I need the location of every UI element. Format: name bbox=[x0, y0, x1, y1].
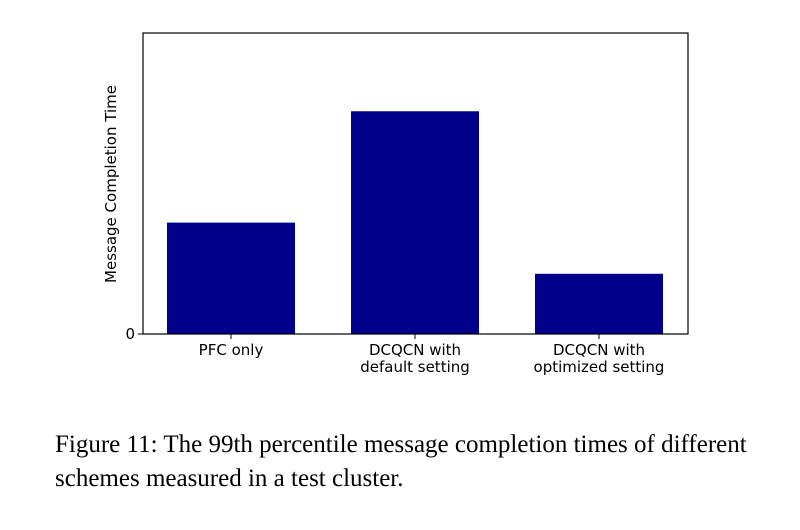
bar-2 bbox=[351, 111, 479, 334]
x-tick-label: PFC only bbox=[199, 341, 264, 359]
y-tick-label: 0 bbox=[125, 325, 135, 343]
x-tick-label: DCQCN with optimized setting bbox=[534, 341, 665, 376]
y-axis-ticks: 0 bbox=[125, 325, 143, 343]
bar-chart: 0 PFC only DCQCN with default setting DCQCN… bbox=[102, 32, 689, 376]
figure-caption: Figure 11: The 99th percentile message c… bbox=[55, 431, 747, 492]
bars-group bbox=[167, 111, 663, 334]
bar-1 bbox=[167, 222, 295, 334]
x-axis-ticks: PFC only DCQCN with default setting DCQCN w… bbox=[199, 334, 665, 376]
x-tick-label: DCQCN with default setting bbox=[360, 341, 470, 376]
bar-3 bbox=[535, 273, 663, 334]
y-axis-label: Message Completion Time bbox=[102, 85, 120, 283]
